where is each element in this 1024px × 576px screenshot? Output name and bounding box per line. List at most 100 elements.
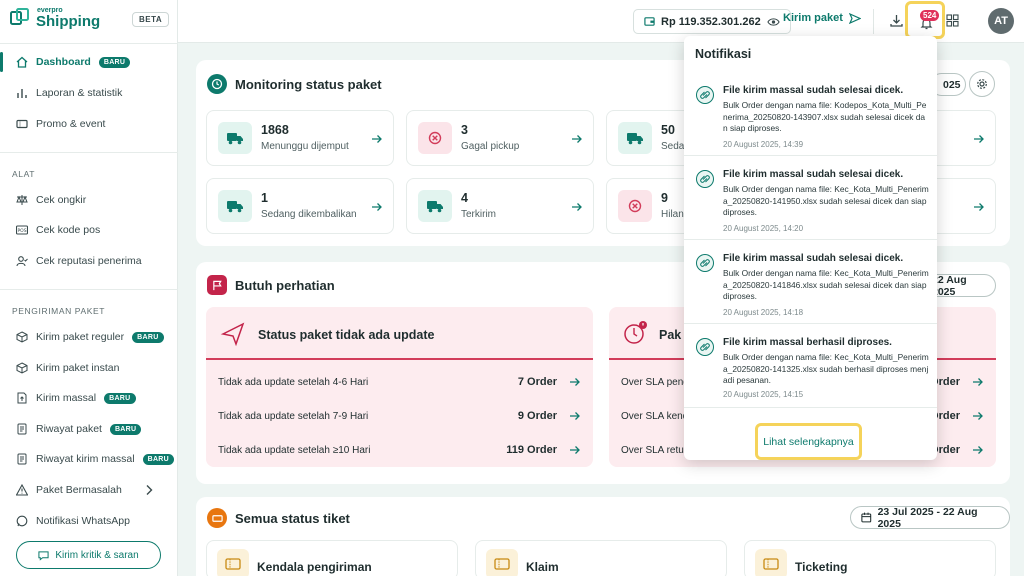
ticket-card-kendala[interactable]: Kendala pengiriman bbox=[206, 540, 458, 576]
sidebar-item-cek-reputasi[interactable]: Cek reputasi penerima bbox=[4, 248, 174, 274]
arrow-right-icon bbox=[973, 412, 983, 420]
balance-display[interactable]: Rp 119.352.301.262 bbox=[633, 9, 791, 34]
link-icon bbox=[696, 338, 714, 356]
sidebar-item-kirim-instan[interactable]: Kirim paket instan bbox=[4, 355, 174, 381]
sidebar-item-notif-whatsapp[interactable]: Notifikasi WhatsApp bbox=[4, 508, 174, 534]
list-item[interactable]: Over SLA kend Order bbox=[621, 405, 984, 427]
notification-item[interactable]: File kirim massal berhasil diproses. Bul… bbox=[684, 324, 937, 408]
apps-grid-icon[interactable] bbox=[945, 13, 960, 28]
sidebar-item-label: Cek reputasi penerima bbox=[36, 255, 142, 267]
chat-icon bbox=[38, 550, 49, 561]
list-item[interactable]: Tidak ada update setelah 7-9 Hari 9 Orde… bbox=[218, 405, 581, 427]
monitoring-title: Monitoring status paket bbox=[235, 76, 382, 92]
arrow-right-icon bbox=[570, 446, 580, 454]
arrow-right-icon bbox=[974, 203, 984, 211]
notification-panel-title: Notifikasi bbox=[695, 47, 752, 61]
sidebar-item-label: Paket Bermasalah bbox=[36, 484, 122, 496]
arrow-right-icon bbox=[973, 446, 983, 454]
truck-icon bbox=[218, 122, 252, 154]
sidebar-item-cek-kode-pos[interactable]: POS Cek kode pos bbox=[4, 217, 174, 243]
monitoring-settings-button[interactable] bbox=[969, 71, 995, 97]
row-value: 119 Order bbox=[506, 444, 557, 456]
notification-body: Bulk Order dengan nama file: Kec_Kota_Mu… bbox=[723, 184, 929, 217]
see-more-button[interactable]: Lihat selengkapnya bbox=[755, 423, 862, 460]
list-item[interactable]: Over SLA peng Order bbox=[621, 371, 984, 393]
attention-heading: Butuh perhatian bbox=[207, 275, 335, 295]
status-card-terkirim[interactable]: 4 Terkirim bbox=[406, 178, 594, 234]
brand-name: Shipping bbox=[36, 13, 101, 30]
svg-text:POS: POS bbox=[17, 228, 26, 234]
home-icon bbox=[16, 56, 28, 68]
status-value: 4 bbox=[461, 191, 468, 205]
notification-title: File kirim massal sudah selesai dicek. bbox=[723, 169, 904, 180]
sidebar-item-dashboard[interactable]: Dashboard BARU bbox=[0, 49, 174, 75]
row-label: Tidak ada update setelah 7-9 Hari bbox=[218, 410, 369, 422]
section-title-alat: ALAT bbox=[12, 169, 36, 179]
ticket-card-ticketing[interactable]: Ticketing bbox=[744, 540, 996, 576]
status-card-gagal-pickup[interactable]: 3 Gagal pickup bbox=[406, 110, 594, 166]
tickets-date-filter[interactable]: 23 Jul 2025 - 22 Aug 2025 bbox=[850, 506, 1010, 530]
arrow-right-icon bbox=[973, 378, 983, 386]
status-value: 3 bbox=[461, 123, 468, 137]
ticket-icon bbox=[755, 549, 787, 576]
kirim-paket-button[interactable]: Kirim paket bbox=[783, 12, 861, 24]
sidebar-item-kirim-reguler[interactable]: Kirim paket reguler BARU bbox=[4, 324, 174, 350]
cancel-circle-icon bbox=[618, 190, 652, 222]
top-header: Rp 119.352.301.262 Kirim paket 524 AT bbox=[178, 0, 1024, 43]
sidebar-item-reports[interactable]: Laporan & statistik bbox=[4, 80, 174, 106]
row-label: Tidak ada update setelah 4-6 Hari bbox=[218, 376, 369, 388]
row-value: Order bbox=[930, 376, 960, 388]
notification-item[interactable]: File kirim massal sudah selesai dicek. B… bbox=[684, 156, 937, 240]
sidebar-item-riwayat-paket[interactable]: Riwayat paket BARU bbox=[4, 416, 174, 442]
status-label: Terkirim bbox=[461, 209, 496, 220]
sidebar-item-riwayat-massal[interactable]: Riwayat kirim massal BARU bbox=[4, 446, 175, 472]
notification-item[interactable]: File kirim massal sudah selesai dicek. B… bbox=[684, 72, 937, 156]
sidebar-item-label: Kirim paket reguler bbox=[36, 331, 125, 343]
status-card-dikembalikan[interactable]: 1 Sedang dikembalikan bbox=[206, 178, 394, 234]
header-separator bbox=[873, 9, 874, 34]
notification-panel: Notifikasi File kirim massal sudah seles… bbox=[684, 36, 937, 460]
highlight-notification bbox=[905, 1, 945, 39]
status-card-menunggu[interactable]: 1868 Menunggu dijemput bbox=[206, 110, 394, 166]
user-avatar[interactable]: AT bbox=[988, 8, 1014, 34]
feedback-button[interactable]: Kirim kritik & saran bbox=[16, 541, 161, 569]
no-update-title: Status paket tidak ada update bbox=[258, 328, 435, 342]
box-fast-icon bbox=[16, 362, 28, 374]
ticket-icon bbox=[207, 508, 227, 528]
list-item[interactable]: Over SLA retur Order bbox=[621, 439, 984, 461]
cancel-circle-icon bbox=[418, 122, 452, 154]
sidebar-item-cek-ongkir[interactable]: Cek ongkir bbox=[4, 187, 174, 213]
row-value: 7 Order bbox=[517, 376, 557, 388]
status-value: 9 bbox=[661, 191, 668, 205]
truck-icon bbox=[418, 190, 452, 222]
balance-value: Rp 119.352.301.262 bbox=[661, 15, 761, 28]
sidebar-item-paket-bermasalah[interactable]: Paket Bermasalah bbox=[4, 477, 174, 503]
flag-icon bbox=[207, 275, 227, 295]
link-icon bbox=[696, 254, 714, 272]
divider bbox=[0, 152, 178, 153]
list-item[interactable]: Tidak ada update setelah 4-6 Hari 7 Orde… bbox=[218, 371, 581, 393]
notification-item[interactable]: File kirim massal sudah selesai dicek. B… bbox=[684, 240, 937, 324]
divider bbox=[0, 43, 178, 44]
ticket-card-klaim[interactable]: Klaim bbox=[475, 540, 727, 576]
calendar-icon bbox=[861, 512, 872, 523]
section-title-pengiriman: PENGIRIMAN PAKET bbox=[12, 306, 106, 316]
divider bbox=[0, 289, 178, 290]
sidebar-item-kirim-massal[interactable]: Kirim massal BARU bbox=[4, 385, 174, 411]
ticket-icon bbox=[217, 549, 249, 576]
history-icon bbox=[17, 423, 27, 435]
row-value: Order bbox=[930, 410, 960, 422]
eye-icon[interactable] bbox=[767, 17, 780, 27]
list-item[interactable]: Tidak ada update setelah ≥10 Hari 119 Or… bbox=[218, 439, 581, 461]
clock-icon bbox=[207, 74, 227, 94]
new-badge: BARU bbox=[142, 453, 175, 465]
sidebar-item-promo[interactable]: Promo & event bbox=[4, 111, 174, 137]
over-sla-title: Pak bbox=[659, 328, 682, 342]
notification-date: 20 August 2025, 14:39 bbox=[723, 140, 804, 149]
download-icon[interactable] bbox=[889, 13, 904, 28]
warning-icon bbox=[16, 484, 28, 496]
row-value: 9 Order bbox=[517, 410, 557, 422]
notification-title: File kirim massal sudah selesai dicek. bbox=[723, 253, 904, 264]
brand-logo[interactable]: everpro Shipping bbox=[10, 7, 100, 29]
attention-date-filter[interactable]: 22 Aug 2025 bbox=[921, 274, 996, 298]
